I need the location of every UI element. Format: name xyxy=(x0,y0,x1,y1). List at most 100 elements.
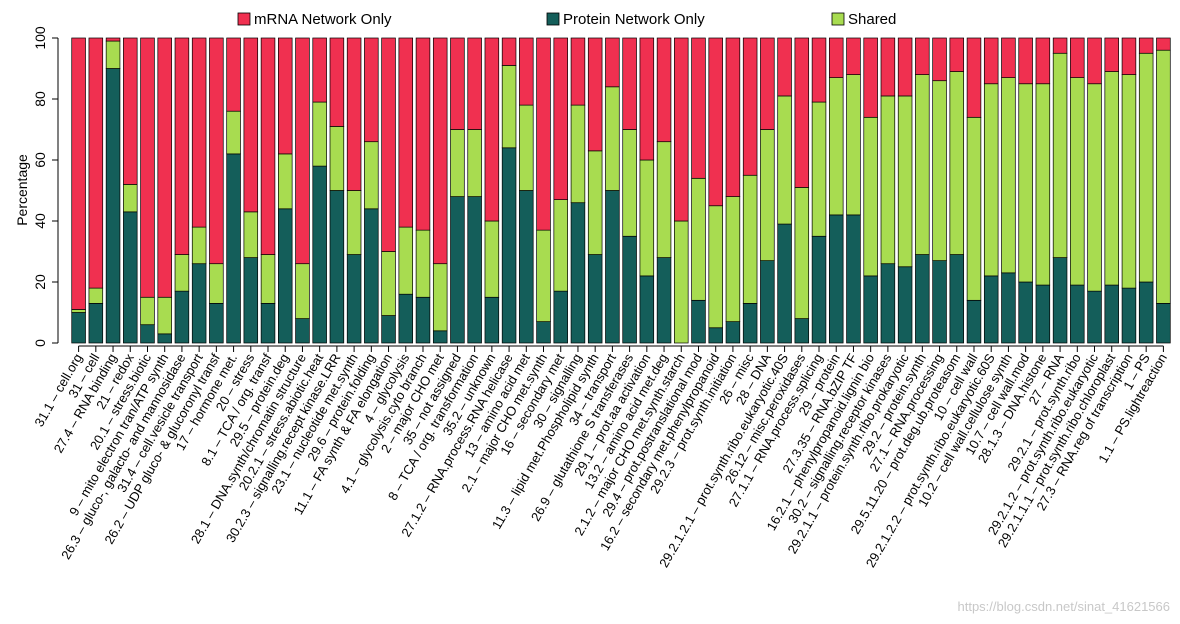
bar-group xyxy=(828,37,844,344)
y-tick-label: 20 xyxy=(32,274,48,290)
bar-segment-mrna xyxy=(1001,37,1016,79)
bar-segment-shared xyxy=(897,95,913,268)
bar-segment-shared xyxy=(777,95,792,225)
bar-segment-protein xyxy=(639,275,655,344)
bar-segment-shared xyxy=(398,226,414,295)
bar-segment-shared xyxy=(1070,77,1085,286)
bar-segment-mrna xyxy=(949,37,965,72)
bar-segment-protein xyxy=(1070,284,1085,344)
bar-segment-mrna xyxy=(71,37,86,310)
bar-segment-mrna xyxy=(312,37,327,103)
bar-segment-mrna xyxy=(398,37,414,228)
bar-group xyxy=(915,37,930,344)
bar-segment-shared xyxy=(140,296,155,326)
bar-segment-protein xyxy=(278,208,293,344)
bar-segment-protein xyxy=(346,254,362,344)
bar-segment-shared xyxy=(605,86,620,191)
bar-group xyxy=(519,37,534,344)
bar-segment-shared xyxy=(174,254,190,292)
bar-segment-shared xyxy=(329,126,345,191)
bars xyxy=(71,37,1171,344)
bar-group xyxy=(157,37,172,344)
bar-segment-protein xyxy=(794,318,810,344)
bar-segment-shared xyxy=(811,101,827,237)
bar-segment-mrna xyxy=(915,37,930,75)
bar-segment-protein xyxy=(209,303,224,344)
legend-swatch-shared xyxy=(831,12,845,26)
bar-segment-mrna xyxy=(432,37,448,265)
bar-segment-protein xyxy=(484,296,500,344)
bar-segment-mrna xyxy=(742,37,758,176)
bar-segment-protein xyxy=(1121,287,1137,344)
bar-group xyxy=(484,37,500,344)
bar-segment-protein xyxy=(226,153,241,344)
bar-segment-protein xyxy=(880,263,896,344)
bar-segment-shared xyxy=(622,129,637,237)
bar-segment-shared xyxy=(157,296,172,335)
bar-group xyxy=(140,37,155,344)
bar-segment-mrna xyxy=(174,37,190,255)
bar-segment-mrna xyxy=(88,37,104,289)
bar-segment-mrna xyxy=(1052,37,1068,54)
bar-group xyxy=(295,37,310,344)
bar-segment-shared xyxy=(846,74,861,216)
y-tick-label: 80 xyxy=(32,91,48,107)
bar-segment-mrna xyxy=(484,37,500,222)
bar-segment-shared xyxy=(725,196,741,323)
bar-segment-shared xyxy=(570,104,586,204)
bar-segment-mrna xyxy=(346,37,362,191)
bar-segment-protein xyxy=(243,257,259,344)
bar-segment-shared xyxy=(364,141,379,210)
bar-segment-mrna xyxy=(450,37,465,130)
bar-group xyxy=(725,37,741,344)
y-tick-label: 0 xyxy=(32,339,48,347)
bar-group xyxy=(1018,37,1033,344)
bar-segment-shared xyxy=(1018,83,1033,283)
bar-segment-protein xyxy=(123,211,138,344)
bar-segment-shared xyxy=(278,153,293,210)
bar-segment-mrna xyxy=(329,37,345,127)
legend-swatch-protein xyxy=(546,12,560,26)
bar-segment-mrna xyxy=(260,37,276,255)
bar-segment-mrna xyxy=(674,37,689,222)
bar-segment-shared xyxy=(243,211,259,258)
bar-segment-protein xyxy=(1087,290,1102,344)
legend-swatch-mrna xyxy=(237,12,251,26)
bar-group xyxy=(450,37,465,344)
bar-segment-mrna xyxy=(863,37,878,118)
bar-group xyxy=(432,37,448,344)
bar-segment-protein xyxy=(432,330,448,344)
bar-group xyxy=(639,37,655,344)
bar-segment-shared xyxy=(553,199,568,292)
bar-segment-shared xyxy=(1138,52,1154,283)
bar-group xyxy=(897,37,913,344)
bar-group xyxy=(983,37,999,344)
bar-segment-protein xyxy=(1018,281,1033,344)
bar-segment-shared xyxy=(863,116,878,277)
bar-group xyxy=(932,37,947,344)
bar-segment-shared xyxy=(501,65,517,149)
bar-segment-mrna xyxy=(415,37,431,231)
bar-segment-protein xyxy=(140,324,155,344)
bar-group xyxy=(760,37,775,344)
bar-group xyxy=(587,37,603,344)
bar-group xyxy=(1052,37,1068,344)
bar-segment-shared xyxy=(415,229,431,298)
bar-segment-mrna xyxy=(622,37,637,130)
bar-segment-mrna xyxy=(760,37,775,130)
bar-segment-protein xyxy=(1156,303,1171,344)
bar-group xyxy=(346,37,362,344)
bar-segment-protein xyxy=(846,214,861,344)
bar-group xyxy=(329,37,345,344)
bar-group xyxy=(605,37,620,344)
bar-segment-mrna xyxy=(140,37,155,298)
bar-segment-shared xyxy=(1104,71,1119,286)
bar-segment-shared xyxy=(88,287,104,304)
bar-segment-shared xyxy=(674,220,689,344)
bar-segment-protein xyxy=(329,190,345,344)
bar-segment-shared xyxy=(983,83,999,277)
bar-segment-shared xyxy=(708,205,723,329)
bar-segment-shared xyxy=(209,263,224,304)
bar-segment-protein xyxy=(932,260,947,344)
